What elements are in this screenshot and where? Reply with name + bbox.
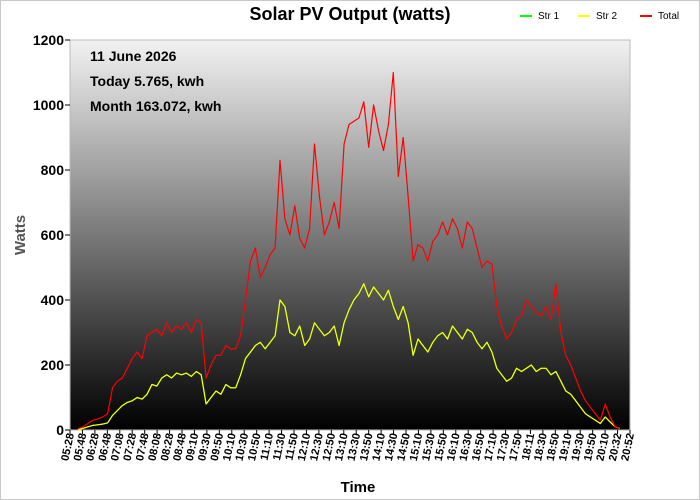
x-tick-label: 12:10: [296, 432, 314, 462]
x-tick-label: 09:30: [196, 432, 214, 462]
x-tick-label: 05:48: [72, 432, 90, 462]
x-tick-label: 11:10: [259, 432, 276, 461]
legend: Str 1 Str 2 Total: [520, 11, 679, 22]
x-tick-label: 16:50: [470, 432, 488, 462]
y-tick-label: 800: [41, 162, 65, 178]
today-energy-annotation: Today 5.765, kwh: [90, 73, 204, 89]
y-axis-title: Watts: [12, 215, 29, 255]
x-tick-label: 08:08: [146, 432, 164, 462]
x-tick-label: 11:50: [283, 432, 300, 461]
x-tick-label: 06:28: [84, 432, 102, 462]
x-tick-label: 20:10: [594, 432, 612, 462]
x-tick-label: 15:10: [408, 432, 426, 462]
x-tick-label: 18:30: [532, 432, 550, 462]
y-tick-label: 600: [41, 227, 65, 243]
x-tick-label: 19:10: [557, 432, 575, 462]
legend-label: Str 1: [538, 11, 560, 22]
x-tick-label: 14:50: [395, 432, 413, 462]
x-tick-label: 13:10: [333, 432, 351, 462]
x-tick-label: 13:30: [346, 432, 364, 462]
x-tick-label: 10:50: [246, 432, 264, 462]
x-tick-label: 17:50: [507, 432, 525, 462]
y-tick-label: 200: [41, 357, 65, 373]
series-lines: [77, 71, 621, 430]
x-tick-label: 08:48: [171, 432, 189, 462]
date-annotation: 11 June 2026: [90, 48, 177, 64]
x-tick-label: 17:30: [495, 432, 513, 462]
chart-title: Solar PV Output (watts): [249, 4, 450, 24]
plot-area: [69, 39, 631, 431]
series-line-str-2: [77, 283, 621, 430]
x-axis: 05:2805:4806:2806:4807:0807:2807:4808:08…: [59, 430, 637, 462]
x-tick-label: 19:30: [570, 432, 588, 462]
x-tick-label: 18:50: [545, 432, 563, 462]
x-tick-label: 12:30: [308, 432, 326, 462]
x-tick-label: 10:10: [221, 432, 239, 462]
x-tick-label: 13:50: [358, 432, 376, 462]
x-tick-label: 09:10: [184, 432, 202, 462]
x-axis-title: Time: [341, 479, 376, 496]
x-tick-label: 12:50: [321, 432, 339, 462]
y-tick-label: 1000: [33, 97, 64, 113]
legend-label: Str 2: [596, 11, 618, 22]
x-tick-label: 05:28: [59, 432, 77, 462]
x-tick-label: 07:28: [122, 432, 140, 462]
x-tick-label: 15:30: [420, 432, 438, 462]
x-tick-label: 20:52: [619, 432, 637, 462]
y-tick-label: 0: [56, 422, 64, 438]
legend-label: Total: [658, 11, 679, 22]
y-axis: 0 200 400 600 800 1000 1200: [33, 32, 70, 438]
x-tick-label: 18:11: [520, 432, 537, 461]
x-tick-label: 14:10: [370, 432, 388, 462]
x-tick-label: 08:28: [159, 432, 177, 462]
x-tick-label: 20:32: [607, 432, 625, 462]
x-tick-label: 09:50: [209, 432, 227, 462]
x-tick-label: 15:50: [433, 432, 451, 462]
series-line-total: [77, 71, 621, 430]
x-tick-label: 07:48: [134, 432, 152, 462]
month-energy-annotation: Month 163.072, kwh: [90, 98, 221, 114]
x-tick-label: 17:10: [482, 432, 500, 462]
x-tick-label: 07:08: [109, 432, 127, 462]
x-tick-label: 06:48: [97, 432, 115, 462]
x-tick-label: 19:50: [582, 432, 600, 462]
x-tick-label: 11:30: [271, 432, 288, 461]
x-tick-label: 14:30: [383, 432, 401, 462]
y-tick-label: 1200: [33, 32, 64, 48]
x-tick-label: 16:10: [445, 432, 463, 462]
y-tick-label: 400: [41, 292, 65, 308]
x-tick-label: 10:30: [234, 432, 252, 462]
x-tick-label: 16:30: [458, 432, 476, 462]
